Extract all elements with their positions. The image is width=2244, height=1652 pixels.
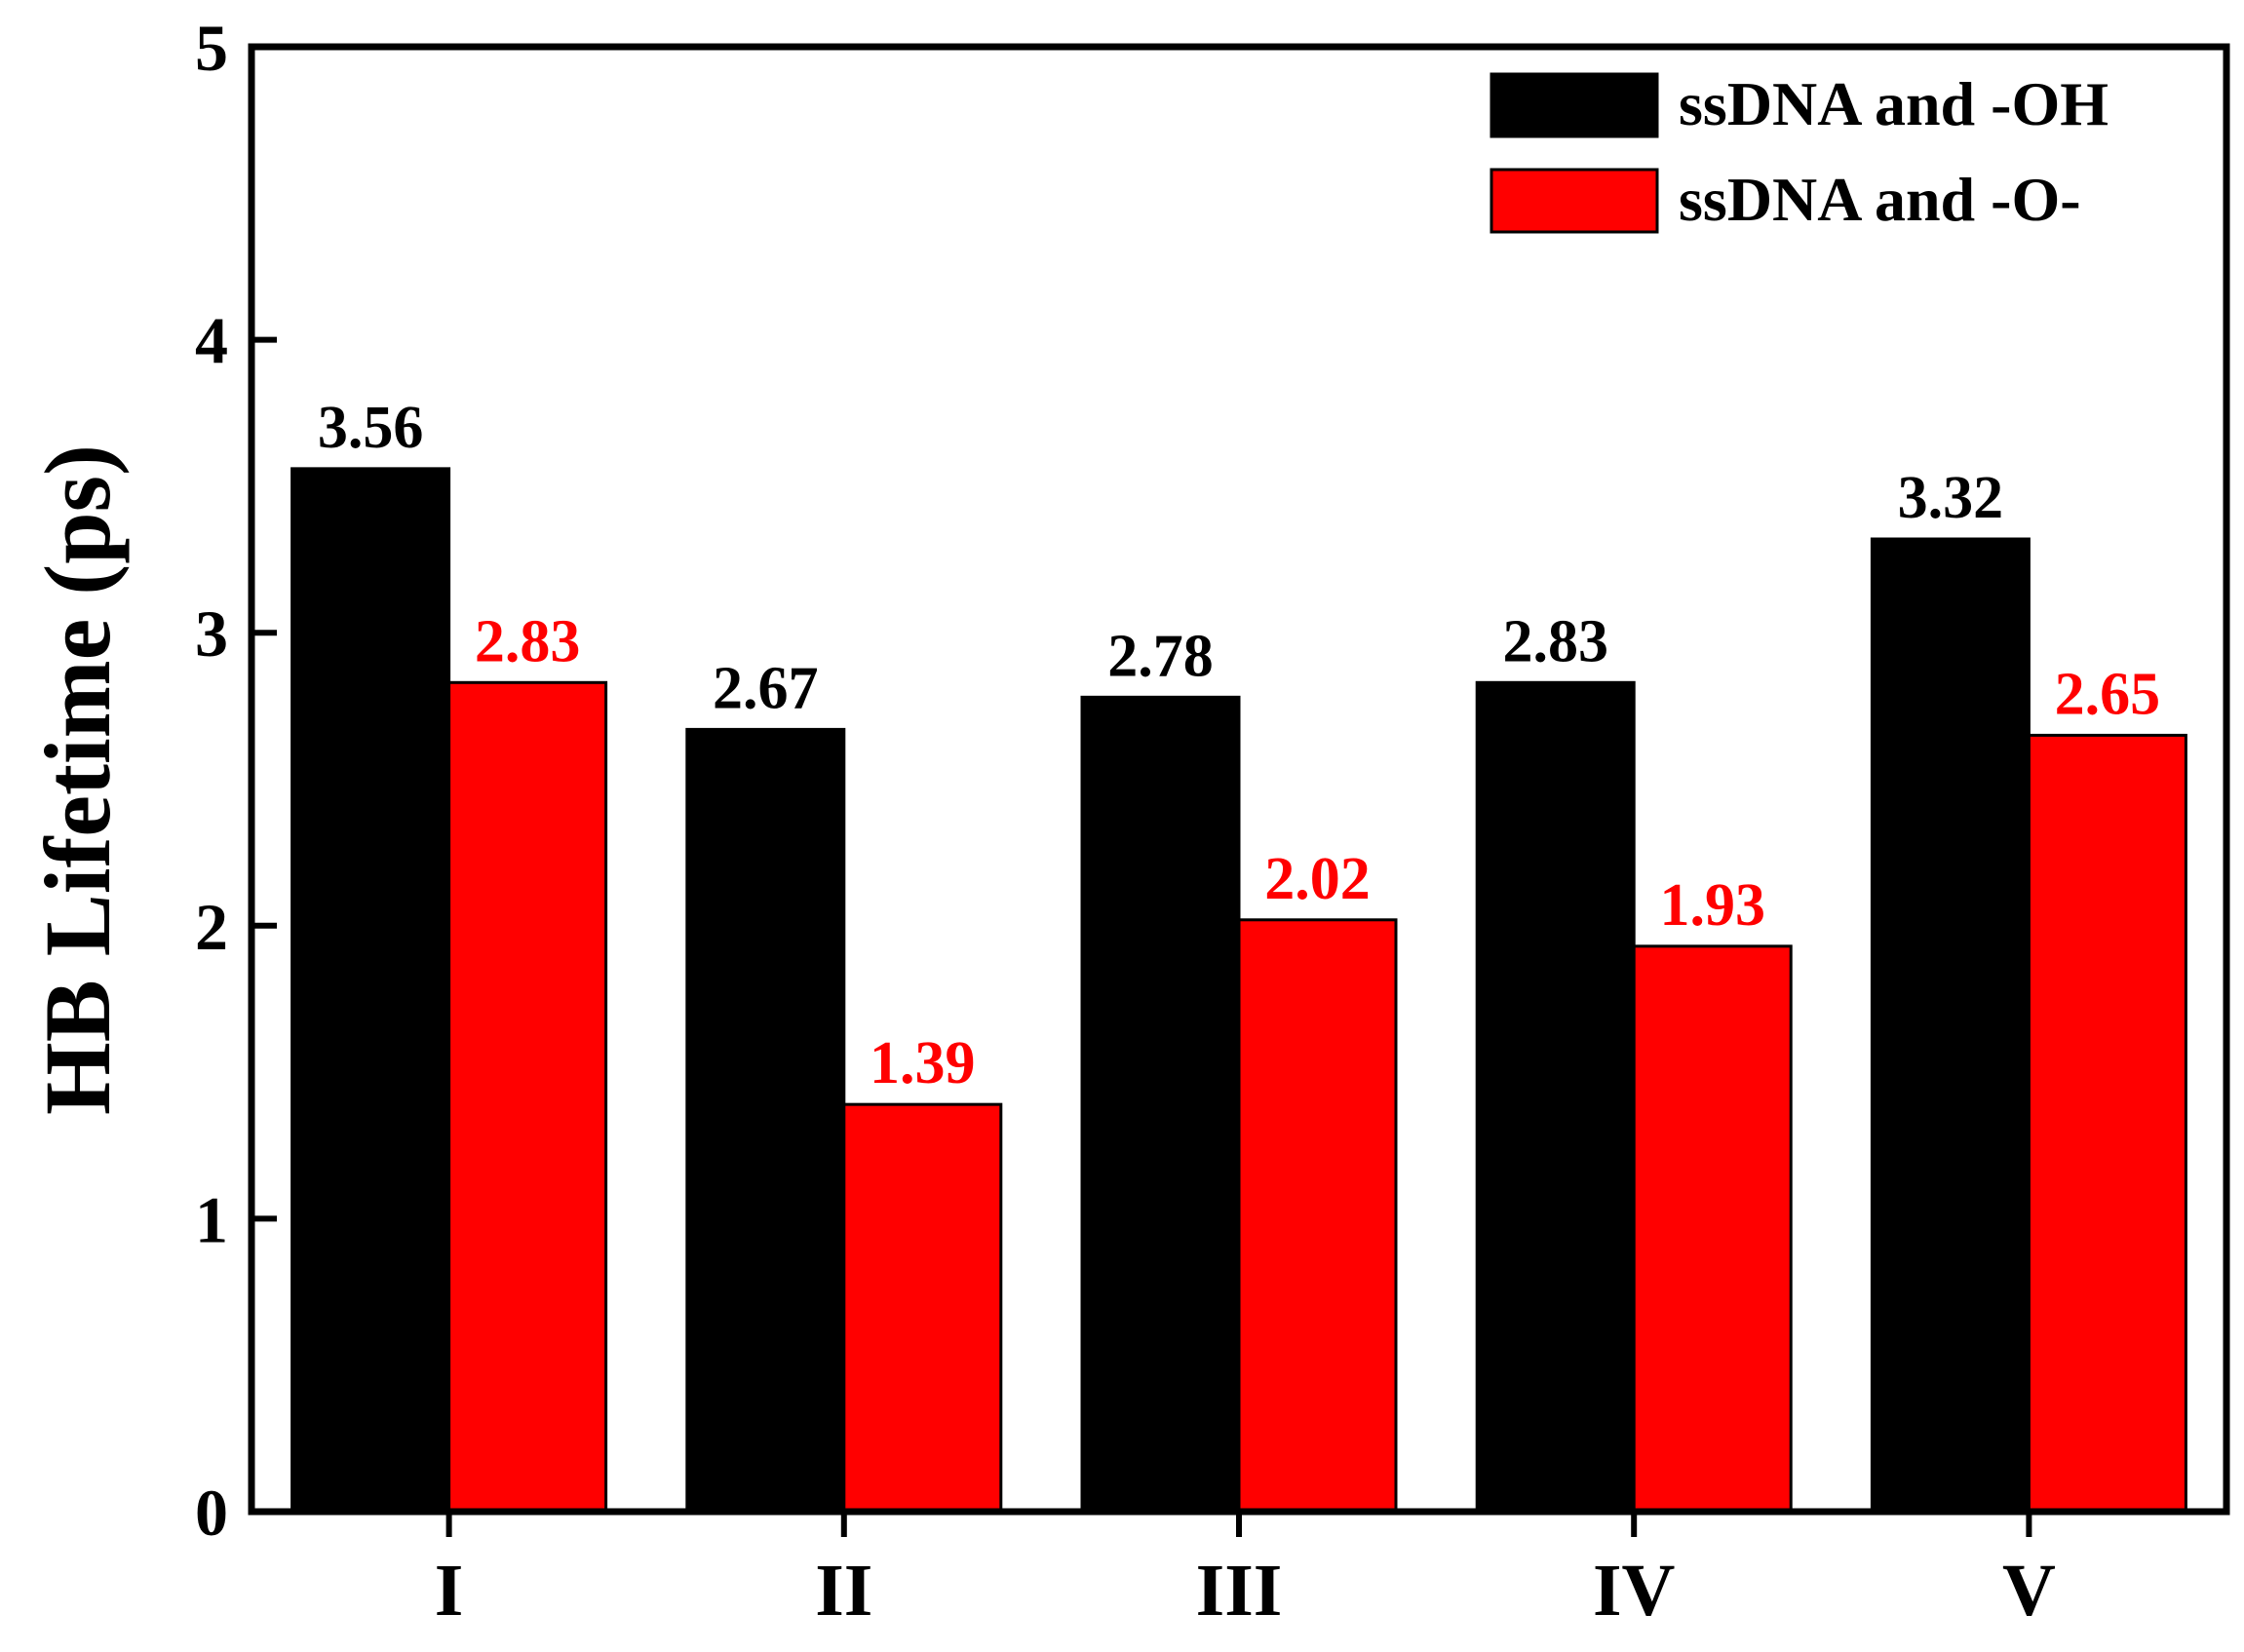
y-tick-label: 1 <box>195 1182 228 1256</box>
y-tick-label: 4 <box>195 304 228 378</box>
x-tick-label: III <box>1196 1550 1283 1632</box>
data-label: 2.65 <box>2055 661 2161 727</box>
legend-swatch <box>1490 168 1659 234</box>
x-tick-label: IV <box>1593 1550 1676 1632</box>
y-tick-label: 3 <box>195 596 228 671</box>
bar-I-series-1 <box>290 467 451 1514</box>
bar-IV-series-2 <box>1632 944 1793 1514</box>
bar-II-series-2 <box>842 1102 1003 1514</box>
y-tick-label: 5 <box>195 11 228 85</box>
bar-IV-series-1 <box>1475 680 1636 1514</box>
bar-III-series-2 <box>1237 918 1398 1514</box>
y-axis-ticks: 0 1 2 3 4 5 <box>195 11 277 1550</box>
legend-swatch <box>1490 72 1659 138</box>
bar-V-series-2 <box>2027 733 2187 1514</box>
data-label: 1.39 <box>870 1030 976 1096</box>
data-labels-layer: 3.56 2.67 2.78 2.83 3.32 2.83 1.39 2.02 1.93 2.65 <box>318 395 2160 1096</box>
data-label: 2.83 <box>1502 608 1608 674</box>
bar-V-series-1 <box>1870 537 2031 1514</box>
data-label: 1.93 <box>1659 872 1765 939</box>
y-axis-title: HB Lifetime (ps) <box>25 444 130 1115</box>
x-tick-label: V <box>2002 1550 2056 1632</box>
bar-I-series-2 <box>447 680 608 1514</box>
y-tick-label: 0 <box>195 1476 228 1550</box>
legend-label: ssDNA and -OH <box>1679 69 2109 138</box>
x-axis-ticks: I II III IV V <box>435 1512 2056 1632</box>
data-label: 2.78 <box>1107 623 1214 689</box>
data-label: 3.56 <box>318 395 424 461</box>
data-label: 2.67 <box>713 655 819 721</box>
y-tick-label: 2 <box>195 890 228 964</box>
legend-label: ssDNA and -O- <box>1679 165 2081 234</box>
legend: ssDNA and -OH ssDNA and -O- <box>1490 69 2109 234</box>
data-label: 2.83 <box>475 608 581 674</box>
x-tick-label: II <box>815 1550 872 1632</box>
bars-layer <box>290 467 2187 1514</box>
bar-III-series-1 <box>1080 695 1241 1514</box>
bar-II-series-1 <box>685 727 846 1514</box>
x-tick-label: I <box>435 1550 464 1632</box>
data-label: 2.02 <box>1264 846 1371 912</box>
data-label: 3.32 <box>1898 465 2004 531</box>
